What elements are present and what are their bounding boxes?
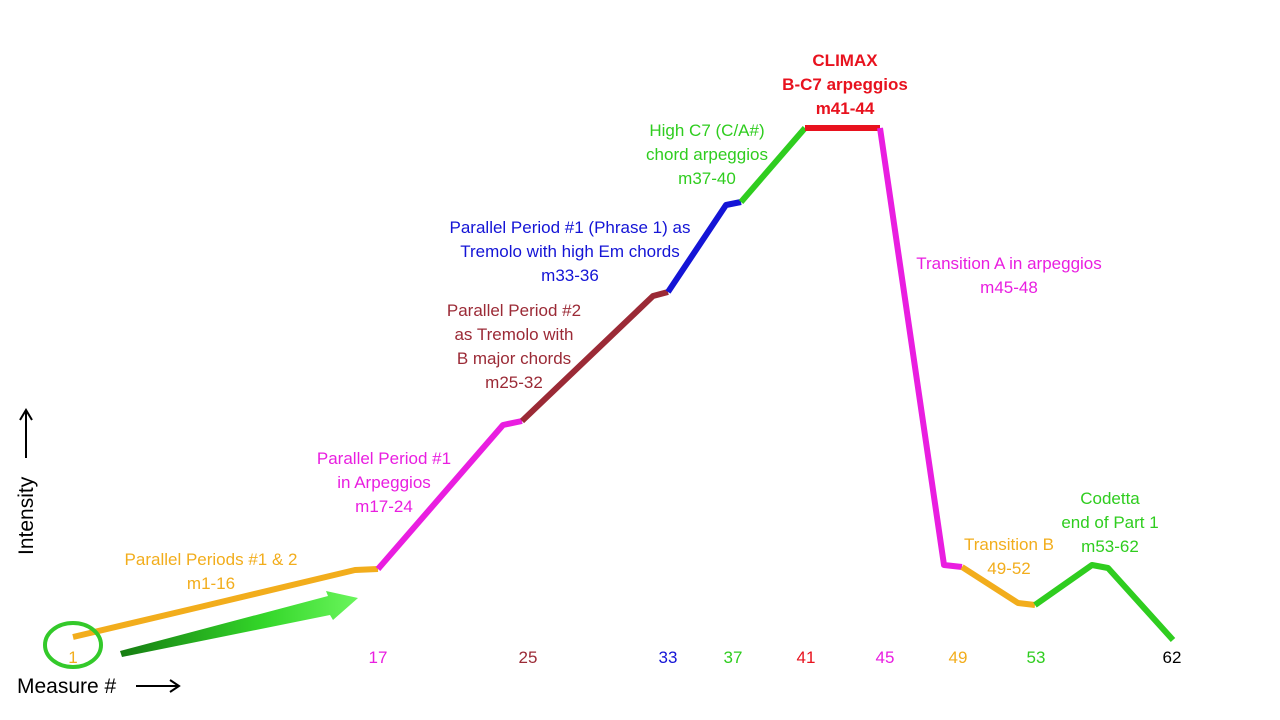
segment-m49-52 — [960, 564, 1036, 608]
section-label-line: as Tremolo with — [454, 325, 573, 344]
section-label-line: m37-40 — [678, 169, 736, 188]
section-label-parallel-periods: Parallel Periods #1 & 2 m1-16 — [125, 550, 298, 593]
section-label-line: in Arpeggios — [337, 473, 431, 492]
tick-label: 62 — [1163, 648, 1182, 667]
section-label-line: m45-48 — [980, 278, 1038, 297]
x-axis: Measure # — [17, 675, 181, 698]
arrow-right-icon — [120, 591, 358, 657]
section-label-line: Parallel Periods #1 & 2 — [125, 550, 298, 569]
section-label-codetta: Codetta end of Part 1 m53-62 — [1061, 489, 1158, 556]
section-label-line: Parallel Period #1 — [317, 449, 451, 468]
section-label-line: m25-32 — [485, 373, 543, 392]
section-label-parallel-period-2-tremolo: Parallel Period #2 as Tremolo with B major… — [447, 301, 581, 392]
tick-label: 37 — [724, 648, 743, 667]
tick-label: 41 — [797, 648, 816, 667]
y-axis: Intensity — [15, 408, 38, 555]
segment-m45-48 — [877, 127, 963, 570]
arrow-right-icon — [136, 679, 181, 693]
section-label-high-c7: High C7 (C/A#) chord arpeggios m37-40 — [646, 121, 768, 188]
measure-ticks: 1 17 25 33 37 41 45 49 53 62 — [68, 648, 1181, 667]
arrow-up-icon — [19, 408, 33, 458]
x-axis-label: Measure # — [17, 675, 117, 698]
section-label-climax: CLIMAX B-C7 arpeggios m41-44 — [782, 51, 908, 118]
section-label-line: m33-36 — [541, 266, 599, 285]
section-label-line: B-C7 arpeggios — [782, 75, 908, 94]
section-label-line: m41-44 — [816, 99, 875, 118]
segment-m17-24 — [375, 418, 523, 571]
section-label-line: Tremolo with high Em chords — [460, 242, 680, 261]
tick-label: 25 — [519, 648, 538, 667]
section-label-line: 49-52 — [987, 559, 1030, 578]
segment-m53-62 — [1033, 562, 1176, 643]
section-label-line: m1-16 — [187, 574, 235, 593]
tick-label: 45 — [876, 648, 895, 667]
intensity-curve — [72, 125, 1176, 643]
section-label-transition-b: Transition B 49-52 — [964, 535, 1054, 578]
section-label-line: Transition A in arpeggios — [916, 254, 1102, 273]
circle-icon — [43, 621, 103, 669]
tick-label: 17 — [369, 648, 388, 667]
section-label-line: Codetta — [1080, 489, 1140, 508]
section-label-parallel-period-arpeggios: Parallel Period #1 in Arpeggios m17-24 — [317, 449, 451, 516]
segment-m25-32 — [519, 289, 669, 424]
section-label-phrase-1-tremolo: Parallel Period #1 (Phrase 1) as Tremolo … — [450, 218, 691, 285]
tick-label: 33 — [659, 648, 678, 667]
segment-m37-40 — [738, 126, 808, 204]
section-label-transition-a: Transition A in arpeggios m45-48 — [916, 254, 1102, 297]
y-axis-label: Intensity — [15, 476, 38, 555]
section-label-line: Transition B — [964, 535, 1054, 554]
tick-label: 53 — [1027, 648, 1046, 667]
section-label-line: m17-24 — [355, 497, 413, 516]
tick-label: 49 — [949, 648, 968, 667]
tick-label: 1 — [68, 648, 77, 667]
section-label-line: Parallel Period #1 (Phrase 1) as — [450, 218, 691, 237]
segment-m33-36 — [665, 199, 742, 294]
section-label-line: High C7 (C/A#) — [649, 121, 764, 140]
section-label-line: chord arpeggios — [646, 145, 768, 164]
section-label-line: m53-62 — [1081, 537, 1139, 556]
section-label-line: B major chords — [457, 349, 571, 368]
section-label-line: CLIMAX — [812, 51, 878, 70]
section-label-line: end of Part 1 — [1061, 513, 1158, 532]
section-label-line: Parallel Period #2 — [447, 301, 581, 320]
segment-m1-16 — [72, 566, 379, 640]
